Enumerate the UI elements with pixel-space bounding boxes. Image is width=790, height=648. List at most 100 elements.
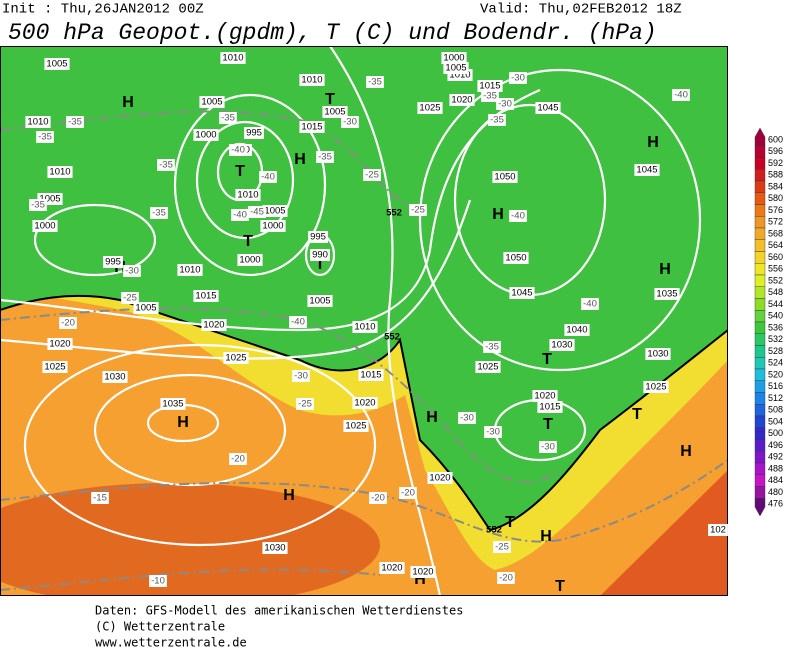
isotherm-label: -40 — [291, 317, 305, 328]
isotherm-label: -25 — [365, 170, 379, 181]
colorbar-label: 516 — [768, 381, 783, 391]
colorbar-cell — [754, 216, 766, 229]
isobar-label-box — [343, 420, 369, 432]
isobar-label-box — [358, 369, 384, 381]
colorbar-label: 564 — [768, 240, 783, 250]
colorbar-cell — [754, 368, 766, 381]
isotherm-label: -40 — [233, 210, 247, 221]
isobar-label: 1000 — [239, 255, 260, 266]
colorbar-cell — [754, 263, 766, 276]
isobar-label-box — [201, 319, 227, 331]
isobar-label: 1010 — [49, 167, 70, 178]
colorbar-label: 556 — [768, 264, 783, 274]
isotherm-label: -30 — [541, 442, 555, 453]
colorbar-cell — [754, 239, 766, 252]
map-frame — [0, 46, 728, 596]
isobar-label-box — [133, 302, 159, 314]
isotherm-label: -30 — [486, 427, 500, 438]
isotherm-label-box — [483, 341, 501, 353]
isotherm-label-box — [121, 292, 139, 304]
isobar-label-box — [102, 371, 128, 383]
isobar-label-box — [299, 74, 325, 86]
isobar-label: 1040 — [566, 325, 587, 336]
colorbar-cell — [754, 157, 766, 170]
isotherm-label: -20 — [231, 454, 245, 465]
colorbar-label: 580 — [768, 193, 783, 203]
isotherm-label-box — [123, 265, 141, 277]
isobar-label: 990 — [312, 250, 328, 261]
isobar-label-box — [299, 121, 325, 133]
colorbar-label: 520 — [768, 369, 783, 379]
isotherm-label: -35 — [485, 342, 499, 353]
isotherm-label-box — [150, 207, 168, 219]
isobar-label-box — [427, 472, 453, 484]
isotherm-label-box — [36, 131, 54, 143]
colorbar-label: 540 — [768, 311, 783, 321]
isotherm-label: -35 — [221, 113, 235, 124]
isotherm-label-box — [219, 112, 237, 124]
isotherm-label-box — [259, 171, 277, 183]
pressure-center: T — [542, 351, 552, 368]
isobar-label: 1045 — [636, 165, 657, 176]
isobar-label: 1015 — [360, 370, 381, 381]
isobar-label-box — [634, 164, 660, 176]
isotherm-label-box — [369, 492, 387, 504]
colorbar-label: 552 — [768, 275, 783, 285]
warm-core — [600, 470, 728, 596]
isotherm-label-box — [59, 317, 77, 329]
isotherm-label-box — [29, 199, 47, 211]
colorbar-label: 584 — [768, 181, 783, 191]
colorbar-cell — [754, 474, 766, 487]
isobar-label: 1005 — [39, 194, 60, 205]
isotherm-label-box — [481, 90, 499, 102]
isotherm-label: -30 — [460, 413, 474, 424]
pressure-center: H — [659, 261, 671, 278]
warm-core — [0, 483, 380, 596]
isobar-label: 1010 — [222, 53, 243, 64]
colorbar-label: 596 — [768, 146, 783, 156]
colorbar-cell — [754, 498, 766, 517]
isotherm-label: -10 — [151, 576, 165, 587]
isobar-label: 1000 — [195, 130, 216, 141]
colorbar-cell — [754, 321, 766, 334]
isotherm-label-box — [149, 575, 167, 587]
isotherm-label: -45 — [250, 207, 264, 218]
isotherm-label-box — [488, 114, 506, 126]
pressure-center: T — [235, 163, 245, 180]
isobar-label: 1015 — [539, 402, 560, 413]
isobars — [0, 46, 702, 596]
colorbar-label: 544 — [768, 299, 783, 309]
isotherm-label: -20 — [401, 488, 415, 499]
colorbar-label: 560 — [768, 252, 783, 262]
isobar-label-box — [193, 129, 219, 141]
colorbar-cell — [754, 192, 766, 205]
isotherm-label-box — [296, 398, 314, 410]
isobar-label: 1015 — [479, 81, 500, 92]
colorbar-label: 576 — [768, 205, 783, 215]
colorbar-label: 512 — [768, 393, 783, 403]
footer-line: Daten: GFS-Modell des amerikanischen Wet… — [95, 604, 463, 618]
isobar-label-box — [25, 116, 51, 128]
isotherm-label-box — [497, 572, 515, 584]
isobar-label: 1005 — [264, 206, 285, 217]
isotherm-label: -40 — [511, 211, 525, 222]
isotherm-label: -25 — [123, 293, 137, 304]
isobar-label-box — [535, 102, 561, 114]
isotherm-label: -30 — [511, 73, 525, 84]
colorbar-cell — [754, 345, 766, 358]
isobar-label: 1010 — [301, 75, 322, 86]
colorbar-label: 548 — [768, 287, 783, 297]
isotherm-label-box — [458, 412, 476, 424]
isobar-label: 1020 — [412, 567, 433, 578]
contour-label: 552 — [384, 332, 400, 343]
colorbar-cell — [754, 298, 766, 311]
colorbar-label: 524 — [768, 358, 783, 368]
isotherm-label: -30 — [498, 99, 512, 110]
isotherm-label: -35 — [152, 208, 166, 219]
colorbar-label: 496 — [768, 440, 783, 450]
colorbar-label: 600 — [768, 134, 783, 144]
isotherm-label-box — [231, 209, 249, 221]
isobar-label-box — [237, 254, 263, 266]
pressure-center: T — [505, 514, 515, 531]
